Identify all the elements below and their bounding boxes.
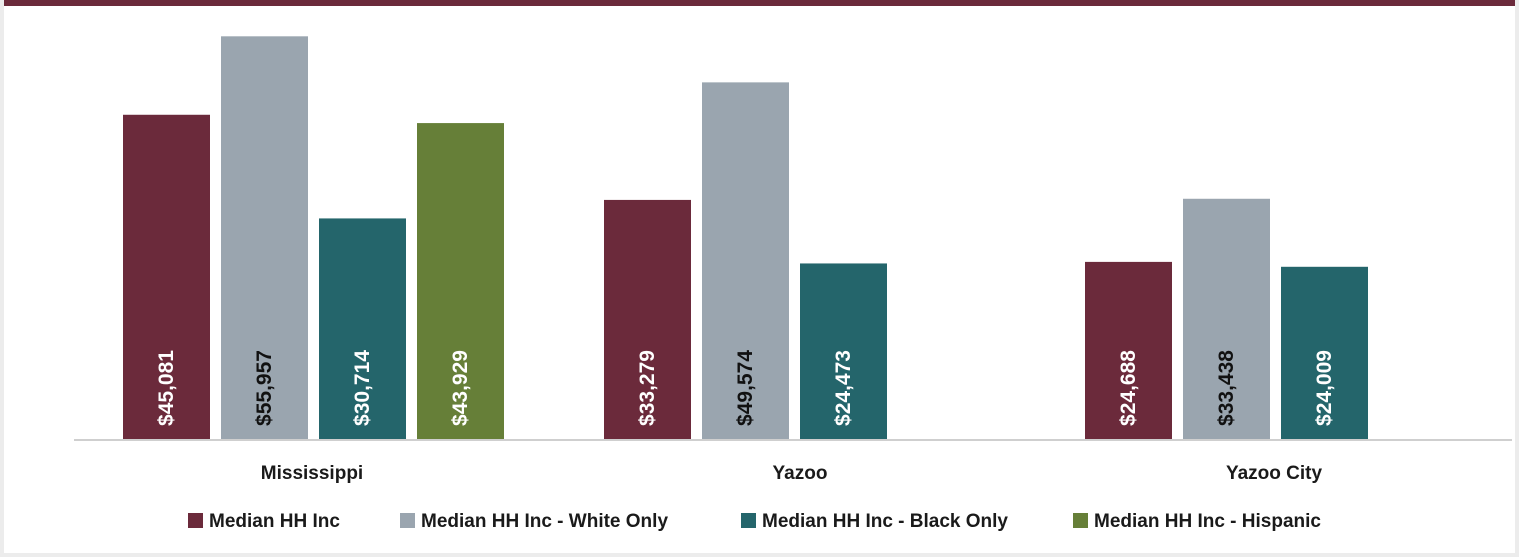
bar-yazoo-median-hh-inc: [604, 199, 691, 440]
data-label-yazoo-city-median-hh-inc-black-only: $24,009: [1313, 350, 1336, 426]
bars-group: $45,081 $55,957 $30,714 $43,929 $33,279 $49,5…: [123, 36, 1368, 441]
left-border: [0, 0, 4, 557]
legend-label-median-hh-inc-black-only: Median HH Inc - Black Only: [762, 511, 1008, 532]
bar-mississippi-median-hh-inc: [123, 114, 210, 440]
bar-mississippi-median-hh-inc-black-only: [319, 218, 406, 440]
data-label-yazoo-median-hh-inc: $33,279: [636, 350, 659, 426]
bar-yazoo-median-hh-inc-black-only: [800, 263, 887, 440]
data-label-yazoo-median-hh-inc-black-only: $24,473: [832, 350, 855, 426]
data-label-yazoo-median-hh-inc-white-only: $49,574: [734, 350, 757, 426]
bar-yazoo-city-median-hh-inc: [1085, 261, 1172, 440]
bar-yazoo-median-hh-inc-white-only: [702, 82, 789, 440]
legend-label-median-hh-inc: Median HH Inc: [209, 511, 340, 532]
top-accent-bar: [0, 0, 1519, 6]
category-labels: Mississippi Yazoo Yazoo City: [261, 463, 1323, 484]
legend-swatch-median-hh-inc-hispanic: [1073, 513, 1088, 528]
legend: Median HH Inc Median HH Inc - White Only M…: [188, 511, 1321, 532]
category-label-yazoo: Yazoo: [773, 463, 828, 484]
data-label-mississippi-median-hh-inc-white-only: $55,957: [253, 350, 276, 426]
legend-label-median-hh-inc-hispanic: Median HH Inc - Hispanic: [1094, 511, 1321, 532]
legend-swatch-median-hh-inc-black-only: [741, 513, 756, 528]
bar-mississippi-median-hh-inc-white-only: [221, 36, 308, 441]
data-label-mississippi-median-hh-inc-black-only: $30,714: [351, 350, 374, 426]
data-label-yazoo-city-median-hh-inc-white-only: $33,438: [1215, 350, 1238, 426]
right-border: [1515, 0, 1519, 557]
legend-swatch-median-hh-inc: [188, 513, 203, 528]
bottom-border: [0, 553, 1519, 557]
legend-label-median-hh-inc-white-only: Median HH Inc - White Only: [421, 511, 668, 532]
legend-swatch-median-hh-inc-white-only: [400, 513, 415, 528]
data-label-mississippi-median-hh-inc: $45,081: [155, 350, 178, 426]
data-label-yazoo-city-median-hh-inc: $24,688: [1117, 350, 1140, 426]
bar-yazoo-city-median-hh-inc-white-only: [1183, 198, 1270, 440]
bar-mississippi-median-hh-inc-hispanic: [417, 123, 504, 440]
category-label-mississippi: Mississippi: [261, 463, 363, 484]
data-label-mississippi-median-hh-inc-hispanic: $43,929: [449, 350, 472, 426]
bar-yazoo-city-median-hh-inc-black-only: [1281, 266, 1368, 440]
category-label-yazoo-city: Yazoo City: [1226, 463, 1323, 484]
